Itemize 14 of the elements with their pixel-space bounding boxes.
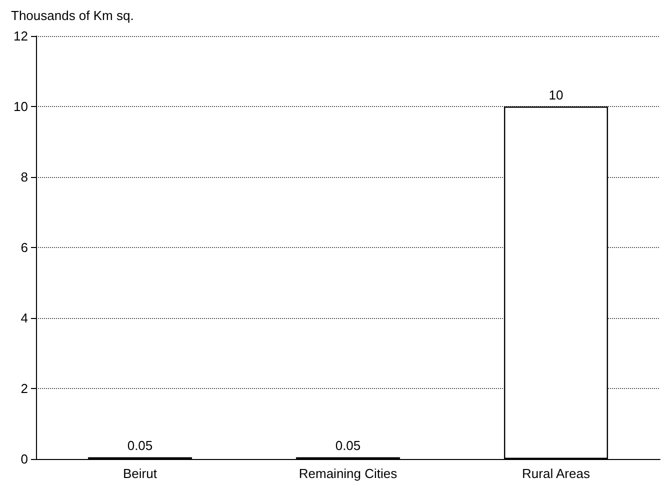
y-tick-label: 10 — [14, 99, 28, 114]
y-tick-label: 6 — [20, 240, 28, 255]
x-tick-label: Remaining Cities — [298, 466, 398, 481]
y-axis-title: Thousands of Km sq. — [11, 8, 134, 23]
data-label: 10 — [548, 88, 564, 102]
x-tick-label: Rural Areas — [522, 466, 590, 481]
data-label: 0.05 — [127, 438, 153, 454]
y-tick-label: 2 — [20, 381, 28, 396]
data-label: 0.05 — [335, 438, 361, 454]
y-tick-label: 8 — [20, 170, 28, 184]
y-tick-label: 12 — [14, 28, 28, 44]
y-tick-label: 0 — [20, 452, 28, 466]
x-tick-label: Beirut — [123, 466, 158, 481]
y-tick-label: 4 — [20, 310, 28, 326]
